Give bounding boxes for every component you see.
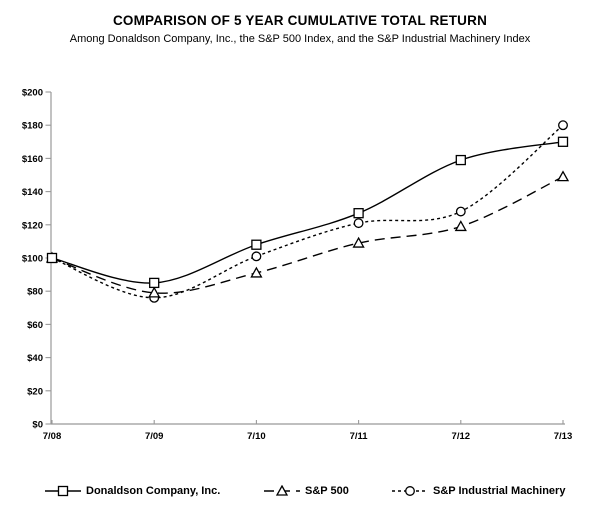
y-tick-label: $180 (22, 121, 43, 132)
series-s-p-500 (45, 170, 570, 298)
legend-item-triangle: S&P 500 (264, 485, 349, 497)
y-tick-label: $120 (22, 220, 43, 231)
triangle-marker (352, 236, 365, 248)
legend-label: Donaldson Company, Inc. (86, 485, 221, 497)
triangle-marker (250, 266, 263, 278)
circle-marker (251, 251, 262, 262)
chart-title: COMPARISON OF 5 YEAR CUMULATIVE TOTAL RE… (112, 13, 488, 28)
circle-marker (455, 206, 466, 217)
square-icon (57, 485, 69, 497)
x-tick-label: 7/13 (554, 431, 573, 442)
series-line-s-p-500 (51, 176, 564, 294)
y-tick-label: $140 (22, 187, 43, 198)
square-marker (455, 154, 466, 166)
square-marker (353, 208, 364, 219)
y-tick-label: $200 (22, 88, 43, 99)
y-tick-label: $40 (27, 353, 43, 364)
chart-subtitle: Among Donaldson Company, Inc., the S&P 5… (69, 33, 531, 45)
square-marker (46, 252, 58, 264)
series-donaldson-company-inc (46, 136, 569, 289)
x-tick-label: 7/09 (145, 431, 164, 442)
x-tick-label: 7/11 (350, 431, 369, 442)
triangle-legend-swatch-icon (264, 485, 300, 496)
y-tick-label: $0 (32, 420, 43, 431)
circle-legend-swatch-icon (392, 486, 428, 496)
y-tick-label: $60 (27, 320, 43, 331)
legend-item-circle: S&P Industrial Machinery (392, 485, 565, 497)
series-line-s-p-industrial-machinery (51, 124, 564, 299)
series-line-donaldson-company-inc (51, 141, 564, 284)
y-tick-label: $80 (27, 287, 43, 298)
y-axis: $0 $20 $40 $60 $80 $100 $120 $140 $160 $180 $200 (22, 88, 52, 431)
triangle-marker (148, 286, 161, 298)
y-tick-label: $100 (22, 254, 43, 265)
legend-item-square: Donaldson Company, Inc. (45, 485, 220, 497)
y-tick-label: $160 (22, 154, 43, 165)
x-axis: 7/08 7/09 7/10 7/11 7/12 7/13 (43, 420, 573, 442)
triangle-marker (454, 220, 467, 232)
square-marker (149, 277, 160, 289)
legend-label: S&P 500 (305, 485, 349, 497)
triangle-marker (556, 170, 570, 182)
legend-label: S&P Industrial Machinery (433, 485, 566, 497)
x-tick-label: 7/08 (43, 431, 62, 442)
square-legend-swatch-icon (45, 485, 81, 497)
y-tick-label: $20 (27, 386, 43, 397)
circle-marker (558, 120, 568, 131)
chart-legend: Donaldson Company, Inc. S&P 500 S&P Indust… (0, 485, 600, 503)
square-marker (557, 136, 569, 147)
circle-marker (353, 218, 364, 229)
x-tick-label: 7/10 (247, 431, 266, 442)
circle-icon (405, 486, 415, 496)
triangle-icon (275, 485, 289, 496)
x-tick-label: 7/12 (452, 431, 471, 442)
square-marker (251, 239, 262, 250)
series-s-p-industrial-machinery (47, 120, 568, 303)
